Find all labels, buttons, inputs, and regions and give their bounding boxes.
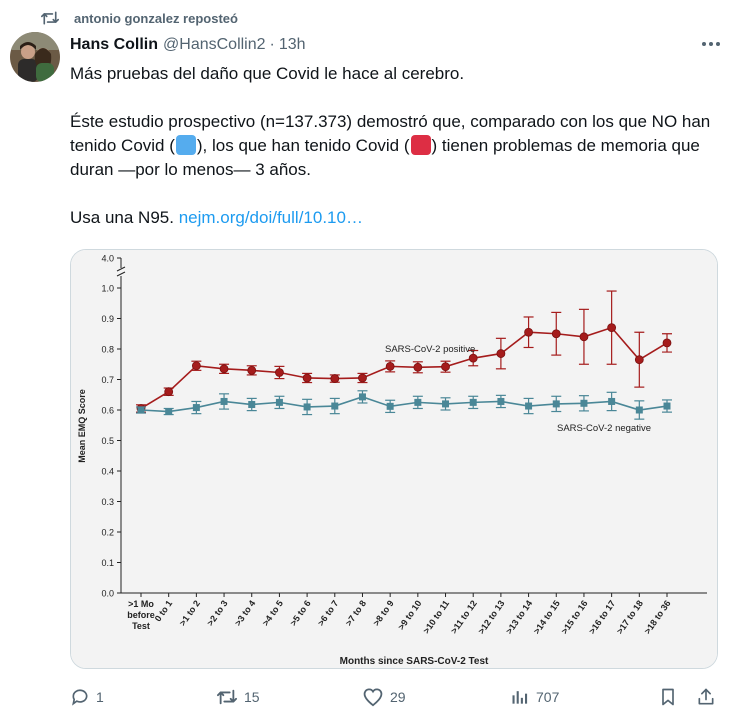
data-point	[442, 400, 450, 408]
reply-count: 1	[96, 689, 104, 705]
tweet-paragraph-3: Usa una N95. nejm.org/doi/full/10.10…	[70, 206, 730, 230]
author-name[interactable]: Hans Collin	[70, 36, 159, 53]
data-point	[579, 332, 589, 342]
data-point	[468, 353, 478, 363]
y-tick-label: 1.0	[101, 284, 114, 294]
more-options-icon[interactable]	[702, 38, 722, 50]
data-point	[525, 402, 533, 410]
repost-icon	[217, 689, 237, 705]
avatar[interactable]	[10, 32, 60, 82]
repost-text: antonio gonzalez reposteó	[74, 10, 238, 26]
y-tick-label: 0.4	[101, 467, 114, 477]
data-point	[386, 402, 394, 410]
repost-indicator: antonio gonzalez reposteó	[40, 8, 238, 28]
data-point	[385, 361, 395, 371]
data-point	[219, 364, 229, 374]
y-tick-label: 0.0	[101, 589, 114, 599]
y-tick-label: 0.9	[101, 314, 114, 324]
like-count: 29	[390, 689, 406, 705]
share-icon	[698, 688, 714, 705]
series-label-positive: SARS-CoV-2 positive	[385, 344, 475, 355]
heart-icon	[363, 688, 383, 707]
tweet-header: Hans Collin @HansCollin2 · 13h	[70, 34, 732, 56]
data-point	[331, 402, 339, 410]
reply-button[interactable]: 1	[70, 682, 104, 712]
data-point	[414, 398, 422, 406]
tweet-paragraph-2: Éste estudio prospectivo (n=137.373) dem…	[70, 110, 730, 182]
data-point	[551, 329, 561, 339]
data-point	[497, 397, 505, 405]
views-icon	[512, 691, 528, 704]
data-point	[303, 403, 311, 411]
data-point	[275, 398, 283, 406]
action-bar: 1 15 29 707	[70, 682, 720, 712]
tweet-p2-c: ) tienen problemas de memoria que duran …	[70, 136, 700, 179]
tweet-time[interactable]: 13h	[278, 36, 306, 53]
data-point	[469, 398, 477, 406]
repost-count: 15	[244, 689, 260, 705]
x-axis-label: Months since SARS-CoV-2 Test	[340, 656, 489, 667]
data-point	[275, 368, 284, 377]
blue-square-emoji-icon	[175, 135, 196, 155]
views-button[interactable]: 707	[510, 682, 559, 712]
data-point	[580, 399, 588, 407]
data-point	[165, 408, 173, 416]
data-point	[220, 397, 228, 405]
data-point	[191, 361, 201, 371]
y-axis-label: Mean EMQ Score	[77, 389, 87, 463]
tweet-p2-a: Éste estudio prospectivo (n=137.373) dem…	[70, 112, 711, 155]
data-point	[137, 406, 145, 414]
y-tick-label: 0.3	[101, 497, 114, 507]
data-point	[247, 365, 257, 375]
data-point	[663, 402, 671, 410]
data-point	[552, 400, 560, 408]
data-point	[662, 338, 672, 348]
tweet-p2-b: ), los que han tenido Covid (	[196, 136, 410, 155]
data-point	[635, 406, 643, 414]
series-line-0	[140, 326, 668, 410]
repost-icon	[40, 11, 59, 25]
y-tick-label: 0.7	[101, 375, 114, 385]
y-tick-label: 0.5	[101, 436, 114, 446]
bookmark-button[interactable]	[658, 682, 684, 712]
data-point	[608, 397, 616, 405]
y-tick-label: 0.2	[101, 528, 114, 538]
y-tick-label: 0.6	[101, 406, 114, 416]
x-tick-label: >1 Mo before Test	[127, 599, 155, 631]
data-point	[248, 401, 256, 409]
data-point	[607, 323, 617, 333]
y-tick-label: 0.8	[101, 345, 114, 355]
like-button[interactable]: 29	[362, 682, 406, 712]
share-button[interactable]	[696, 682, 722, 712]
tweet-media-chart[interactable]: 0.0 0.1 0.2 0.3 0.4 0.5 0.6 0.7 0.8 0.9 1.0 4.0 Mean…	[70, 249, 718, 669]
series-label-negative: SARS-CoV-2 negative	[557, 423, 651, 434]
data-point	[192, 404, 200, 412]
reply-icon	[72, 689, 88, 706]
separator-dot: ·	[269, 36, 275, 53]
data-point	[496, 349, 506, 358]
data-point	[524, 327, 533, 337]
bookmark-icon	[662, 688, 674, 706]
y-axis-break	[116, 266, 126, 277]
author-handle[interactable]: @HansCollin2	[163, 36, 266, 53]
data-point	[164, 387, 174, 397]
data-point	[634, 355, 644, 365]
views-count: 707	[536, 689, 560, 705]
data-point	[358, 373, 367, 383]
tweet-link[interactable]: nejm.org/doi/full/10.10…	[178, 208, 363, 227]
repost-button[interactable]: 15	[216, 682, 260, 712]
tweet-p3-a: Usa una N95.	[70, 208, 179, 227]
tweet-line-1: Más pruebas del daño que Covid le hace a…	[70, 64, 465, 83]
series-line-1	[140, 396, 668, 413]
data-point	[358, 393, 366, 401]
data-point	[302, 373, 312, 383]
emq-chart: 0.0 0.1 0.2 0.3 0.4 0.5 0.6 0.7 0.8 0.9 1.0 4.0 Mean…	[71, 250, 717, 668]
red-square-emoji-icon	[410, 135, 431, 155]
y-tick-label-top: 4.0	[101, 254, 114, 264]
tweet-text: Más pruebas del daño que Covid le hace a…	[70, 62, 730, 230]
data-point	[413, 362, 423, 372]
y-tick-label: 0.1	[101, 558, 114, 568]
data-point	[330, 374, 340, 383]
data-point	[441, 362, 450, 372]
